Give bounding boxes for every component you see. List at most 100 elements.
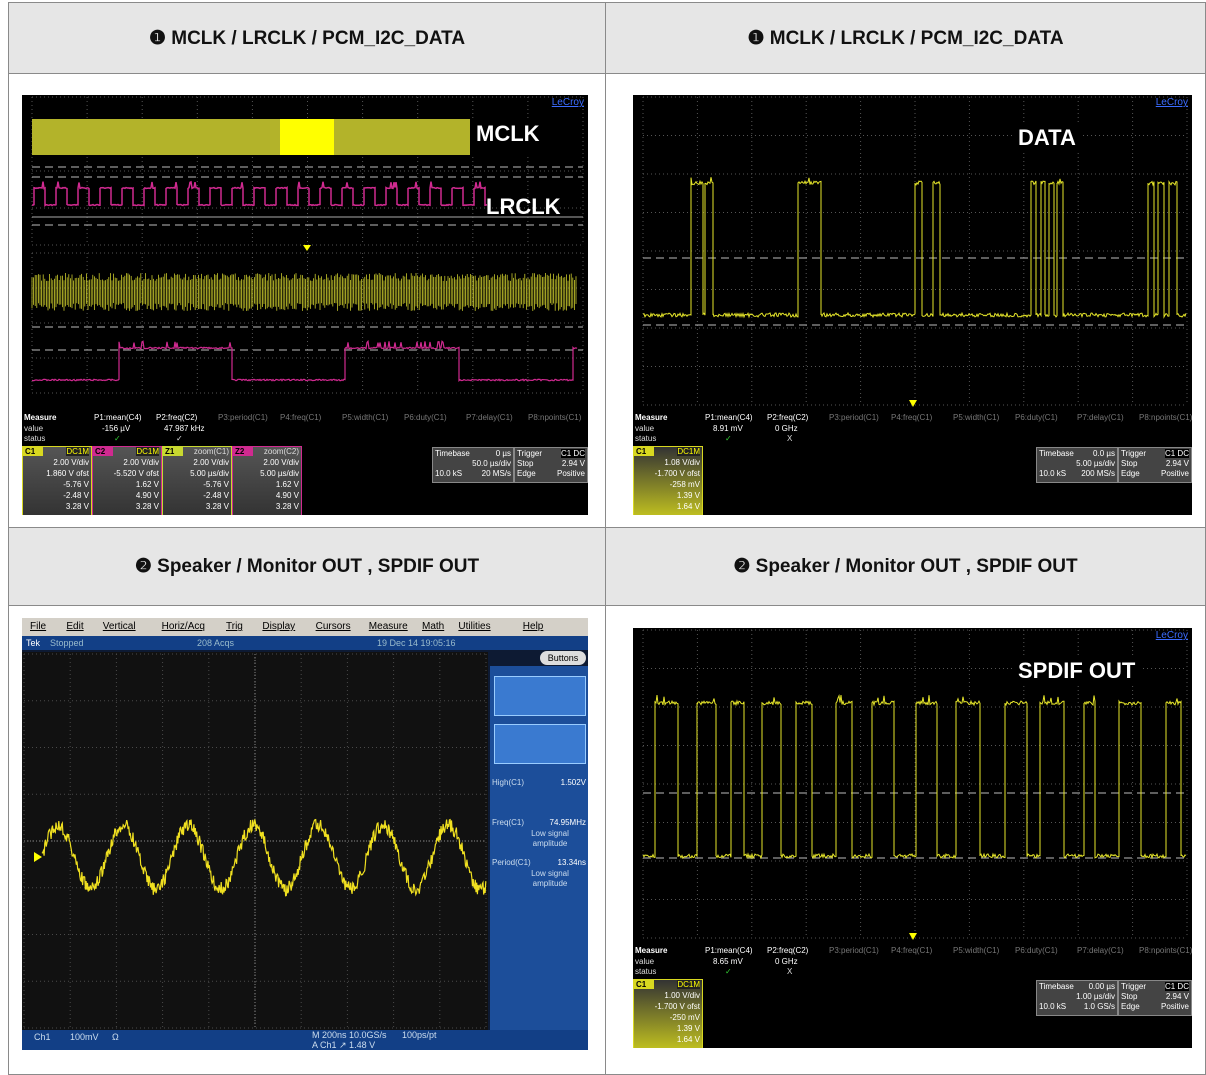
measure-param: P2:freq(C2)	[767, 413, 809, 422]
trace	[31, 339, 578, 382]
channel-line: 1.00 V/div	[664, 991, 700, 1000]
timebase-value: 5.00 µs/div	[1076, 459, 1115, 468]
trigger-text: 2.94 V	[1165, 992, 1189, 1001]
menu-item[interactable]: Vertical	[102, 621, 136, 632]
bottom-text: 100mV	[70, 1032, 99, 1042]
trigger-text: 2.94 V	[1165, 459, 1189, 468]
measure-row: status	[635, 434, 657, 443]
status-text: 19 Dec 14 19:05:16	[377, 638, 456, 648]
readout-label: Period(C1)	[492, 858, 531, 867]
bottom-text: 100ps/pt	[402, 1030, 437, 1040]
readout-label: High(C1)	[492, 778, 525, 787]
timebase-value: 0 µs	[495, 449, 511, 458]
measure-value: 0 GHz	[775, 424, 798, 433]
header-text: ❷ Speaker / Monitor OUT , SPDIF OUT	[733, 556, 1078, 577]
measure-param: P8:npoints(C1)	[1139, 946, 1192, 955]
measure-param: P7:delay(C1)	[466, 413, 513, 422]
menu-item[interactable]: Horiz/Acq	[161, 621, 205, 632]
scope-screenshot: File Edit Vertical Horiz/Acq Trig Display Curs…	[22, 618, 588, 1050]
measure-row: status	[635, 967, 657, 976]
channel-line: 3.28 V	[205, 502, 229, 511]
measure-value: 8.65 mV	[713, 957, 743, 966]
measure-value: 0 GHz	[775, 957, 798, 966]
status-bar: Tek Stopped 208 Acqs 19 Dec 14 19:05:16	[22, 636, 588, 650]
menu-item[interactable]: Display	[262, 621, 296, 632]
measure-param: P5:width(C1)	[342, 413, 389, 422]
measure-status: X	[787, 434, 793, 443]
menu-item[interactable]: File	[30, 621, 47, 632]
channel-line: -1.700 V ofst	[654, 469, 700, 478]
channel-box: C1 DC1M 1.08 V/div -1.700 V ofst -258 mV 1.39…	[633, 446, 703, 515]
measure-value: 47.987 kHz	[164, 424, 205, 433]
menu-item[interactable]: Edit	[66, 621, 84, 632]
measure-param: P3:period(C1)	[829, 413, 879, 422]
measure-param: P8:npoints(C1)	[1139, 413, 1192, 422]
channel-line: 1.62 V	[135, 480, 159, 489]
trigger-box: Trigger C1 DC Stop 2.94 V Edge Positive	[1118, 447, 1192, 483]
readout-value: 13.34ns	[557, 858, 586, 867]
measure-param: P6:duty(C1)	[404, 413, 447, 422]
measure-param: P4:freq(C1)	[891, 946, 933, 955]
graticule	[642, 629, 1188, 940]
trigger-text: Stop	[517, 459, 534, 468]
channel-name: Z2	[233, 447, 253, 456]
readout-label: Freq(C1)	[492, 818, 525, 827]
measure-status: ✓	[176, 434, 183, 443]
menu-item[interactable]: Trig	[226, 621, 243, 632]
channel-line: 1.860 V ofst	[46, 469, 89, 478]
trigger-marker	[909, 400, 917, 407]
trigger-text: 2.94 V	[561, 459, 585, 468]
measure-value: -156 µV	[102, 424, 131, 433]
status-text: Tek	[26, 638, 41, 648]
trigger-text: Positive	[1160, 1002, 1189, 1011]
channel-line: -5.76 V	[203, 480, 229, 489]
timebase-value: 10.0 kS	[435, 469, 463, 478]
channel-box: Z2 zoom(C2) 2.00 V/div 5.00 µs/div 1.62 V 4.9…	[232, 446, 302, 515]
channel-line: -5.76 V	[63, 480, 89, 489]
channel-line: 3.28 V	[135, 502, 159, 511]
measure-param: P5:width(C1)	[953, 413, 1000, 422]
channel-line: 2.00 V/div	[263, 458, 299, 467]
header-text: ❶ MCLK / LRCLK / PCM_I2C_DATA	[148, 27, 466, 49]
readout-note: Low signal amplitude	[531, 869, 569, 888]
button[interactable]: Buttons	[540, 651, 586, 665]
measure-row: value	[635, 957, 655, 966]
measure-param: P2:freq(C2)	[767, 946, 809, 955]
readout-value: 74.95MHz	[549, 818, 586, 827]
channel-line: 4.90 V	[275, 491, 299, 500]
menu-item[interactable]: Cursors	[315, 621, 351, 632]
channel-line: 3.28 V	[65, 502, 89, 511]
menu-item[interactable]: Utilities	[458, 621, 491, 632]
measure-title: Measure	[24, 413, 57, 422]
measure-title: Measure	[635, 946, 668, 955]
measure-param: P4:freq(C1)	[280, 413, 322, 422]
header-cell: ❷ Speaker / Monitor OUT , SPDIF OUT	[8, 527, 606, 606]
trigger-text: Trigger	[1121, 982, 1147, 991]
channel-name: Z1	[163, 447, 183, 456]
channel-tag: DC1M	[677, 447, 700, 456]
channel-line: 3.28 V	[275, 502, 299, 511]
menu-item[interactable]: Measure	[368, 621, 408, 632]
menu-item[interactable]: Help	[522, 621, 544, 632]
channel-line: 1.64 V	[676, 502, 700, 511]
measure-param: P1:mean(C4)	[94, 413, 142, 422]
channel-box: C2 DC1M 2.00 V/div -5.520 V ofst 1.62 V 4.90 …	[92, 446, 162, 515]
channel-line: 2.00 V/div	[193, 458, 229, 467]
readout-panel: High(C1) 1.502V Freq(C1) 74.95MHz Low signal…	[490, 666, 588, 1030]
waveform-label: SPDIF OUT	[1012, 656, 1142, 686]
measure-param: P5:width(C1)	[953, 946, 1000, 955]
measure-status: ✓	[114, 434, 121, 443]
readout-value: 1.502V	[560, 778, 586, 787]
menu-item[interactable]: Math	[422, 621, 445, 632]
header-text: ❷ Speaker / Monitor OUT , SPDIF OUT	[134, 556, 480, 577]
status-text: Stopped	[50, 638, 84, 648]
brand: LeCroy	[1155, 97, 1188, 108]
readout-note: Low signal amplitude	[531, 829, 569, 848]
header-text: ❶ MCLK / LRCLK / PCM_I2C_DATA	[747, 27, 1064, 49]
timebase-value: 200 MS/s	[1081, 469, 1115, 478]
channel-name: C2	[93, 447, 113, 456]
channel-line: -258 mV	[669, 480, 700, 489]
channel-line: 2.00 V/div	[53, 458, 89, 467]
timebase-label: Timebase	[1039, 982, 1074, 991]
